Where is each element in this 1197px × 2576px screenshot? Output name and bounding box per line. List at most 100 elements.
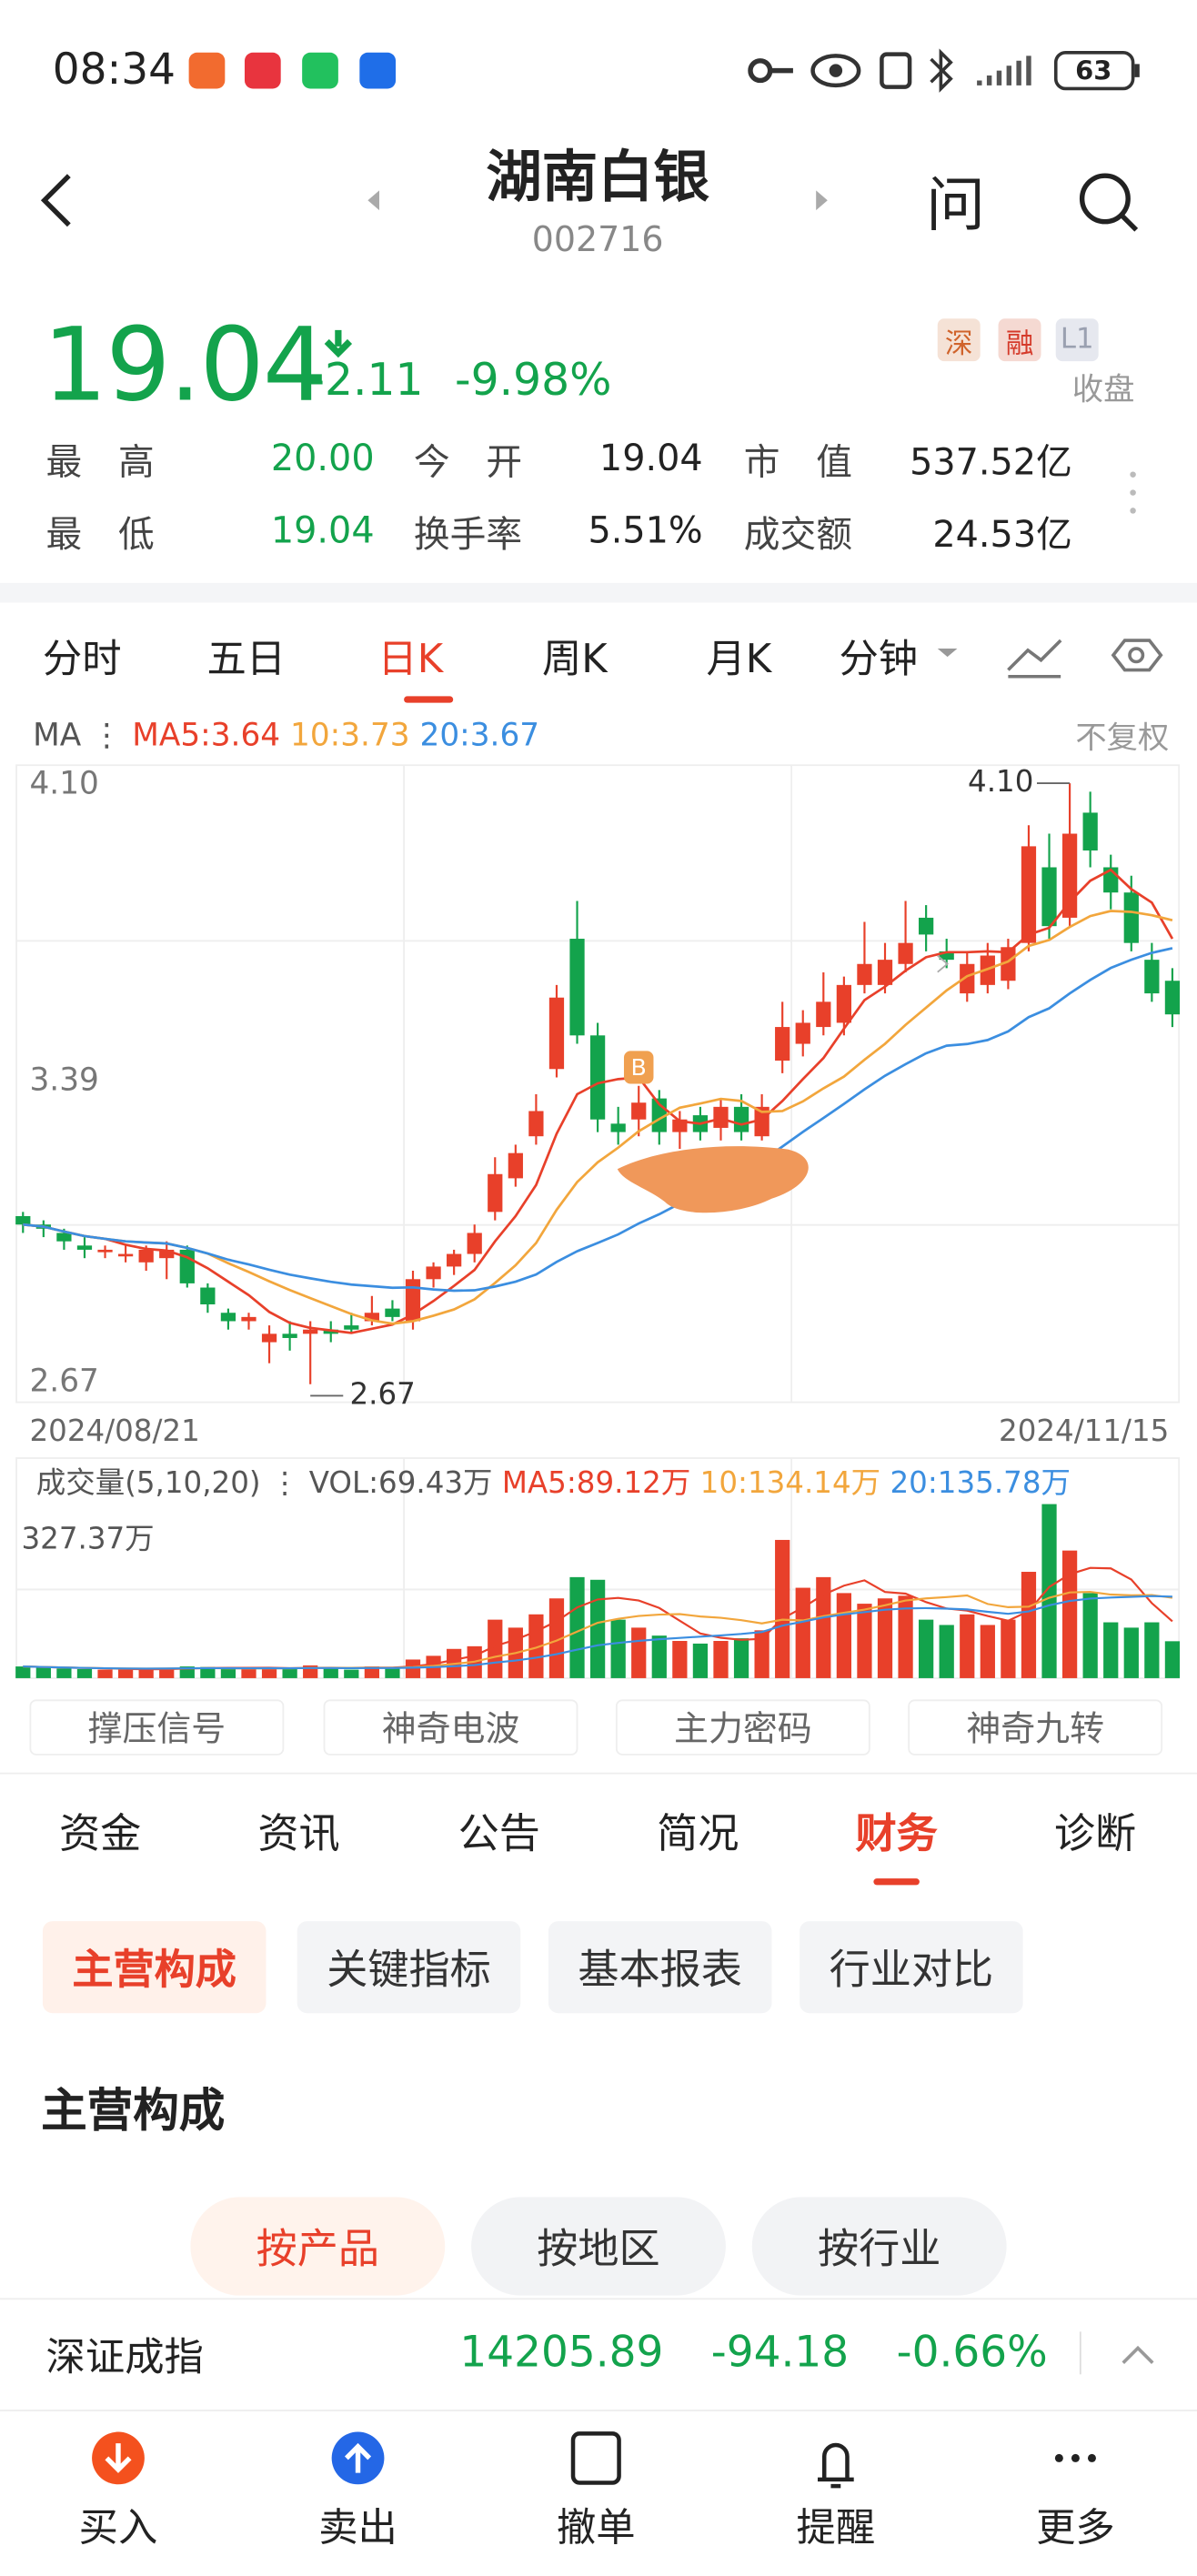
volume-bar <box>1103 1622 1119 1678</box>
back-icon[interactable] <box>40 174 71 227</box>
index-value: 14205.89 <box>459 2328 664 2378</box>
settings-icon[interactable] <box>1111 639 1163 672</box>
candle-body <box>261 1333 277 1343</box>
ma-label: MA ⋮ MA5:3.64 10:3.73 20:3.67 <box>33 717 540 754</box>
volume-bar <box>1164 1641 1181 1678</box>
cancel-icon[interactable] <box>570 2431 621 2485</box>
section-title: 主营构成 <box>41 2083 226 2138</box>
more-dots[interactable] <box>1130 489 1136 496</box>
tool-button[interactable]: 撑压信号 <box>29 1699 285 1756</box>
kline: 4.10 3.39 2.67 4.10 2.67 B <box>15 764 1181 1411</box>
period-tab[interactable]: 日K <box>377 636 444 683</box>
volume-bar <box>261 1667 277 1678</box>
dropdown <box>937 954 950 973</box>
volume-bar <box>1001 1619 1016 1678</box>
more-icon[interactable] <box>1087 2453 1096 2462</box>
index-change-pct: -0.66% <box>896 2328 1048 2378</box>
volume-bar <box>385 1668 400 1678</box>
tool-button[interactable]: 主力密码 <box>615 1699 870 1756</box>
settings-icon[interactable] <box>1128 647 1145 664</box>
y-tick-label: 4.10 <box>29 765 98 801</box>
eye-icon <box>829 64 843 77</box>
tool-button[interactable]: 神奇电波 <box>323 1699 578 1756</box>
volume-bar <box>15 1666 31 1678</box>
vol-ma10: 10:134.14万 <box>699 1466 881 1501</box>
kline-frame <box>15 764 1181 1404</box>
y-tick-label: 2.67 <box>29 1363 98 1399</box>
stat-value: 537.52亿 <box>910 443 1072 485</box>
ma20-line <box>23 947 1173 1293</box>
nav-item[interactable]: 更多 <box>1036 2504 1115 2551</box>
finance-tab[interactable]: 行业对比 <box>800 1921 1023 2014</box>
period-tab[interactable]: 周K <box>541 636 608 683</box>
next-icon[interactable] <box>816 190 828 211</box>
period-tab[interactable]: 五日 <box>206 636 287 683</box>
candle-body <box>323 1329 338 1334</box>
period-tab[interactable]: 分钟 <box>839 636 919 683</box>
dropdown-caret[interactable] <box>937 649 958 658</box>
more-icon[interactable] <box>1054 2453 1063 2462</box>
info-tab[interactable]: 财务 <box>855 1809 938 1857</box>
ask-button[interactable]: 问 <box>926 172 986 240</box>
index-change: -94.18 <box>710 2328 850 2378</box>
candle-body <box>488 1173 503 1213</box>
volume-bar <box>754 1630 770 1678</box>
info-tab[interactable]: 诊断 <box>1053 1809 1137 1857</box>
candle-body <box>877 960 893 985</box>
eye-icon <box>810 54 861 88</box>
info-tab[interactable]: 简况 <box>657 1809 739 1857</box>
volume-bar <box>610 1619 626 1678</box>
info-tab[interactable]: 资金 <box>58 1809 142 1857</box>
expand-icon[interactable] <box>1122 2345 1154 2364</box>
search-icon[interactable] <box>1079 173 1131 225</box>
more-dots[interactable] <box>1130 508 1136 514</box>
sell-icon[interactable] <box>344 2442 372 2473</box>
info-tab[interactable]: 公告 <box>458 1809 540 1857</box>
redaction-smudge <box>617 1146 809 1213</box>
volume-bar <box>56 1668 72 1678</box>
nav-item[interactable]: 提醒 <box>796 2504 876 2551</box>
breakdown-tab[interactable]: 按行业 <box>751 2197 1007 2296</box>
tool-button[interactable]: 神奇九转 <box>908 1699 1163 1756</box>
period-tab[interactable]: 分时 <box>42 636 122 683</box>
volume-bar <box>344 1669 359 1678</box>
stat-label: 最 高 <box>45 443 155 485</box>
ma-title: MA <box>33 717 82 754</box>
candle-body <box>1144 960 1160 994</box>
volume-max: 327.37万 <box>21 1522 155 1557</box>
candle-body <box>344 1325 359 1330</box>
adjust-mode[interactable]: 不复权 <box>1075 719 1170 757</box>
candle-body <box>775 1027 790 1062</box>
candle-body <box>795 1022 810 1044</box>
stock-name: 湖南白银 <box>486 145 709 211</box>
info-tab[interactable]: 资讯 <box>257 1809 340 1857</box>
volume-bar <box>1123 1627 1139 1678</box>
volume-bar <box>569 1576 585 1678</box>
finance-tab[interactable]: 主营构成 <box>42 1921 267 2014</box>
more-dots[interactable] <box>1130 471 1136 478</box>
y-tick-label: 3.39 <box>29 1062 98 1099</box>
nav-item[interactable]: 买入 <box>78 2504 158 2551</box>
finance-tab[interactable]: 关键指标 <box>297 1921 521 2014</box>
more-icon[interactable] <box>1071 2453 1080 2462</box>
volume-bar <box>733 1638 749 1678</box>
buy-marker <box>623 1051 654 1084</box>
volume-bar <box>97 1669 113 1678</box>
nav-item[interactable]: 撤单 <box>556 2504 636 2551</box>
breakdown-tab[interactable]: 按产品 <box>190 2197 446 2296</box>
candle-body <box>589 1035 606 1120</box>
stat-value: 5.51% <box>588 511 703 553</box>
draw-icon[interactable] <box>1007 639 1062 679</box>
search-icon[interactable] <box>1120 213 1139 232</box>
candle-body <box>385 1308 400 1317</box>
buy-icon[interactable] <box>105 2443 132 2473</box>
nav-item[interactable]: 卖出 <box>318 2504 397 2551</box>
period-tab[interactable]: 月K <box>706 636 772 683</box>
finance-tab[interactable]: 基本报表 <box>548 1921 772 2014</box>
down-arrow <box>324 329 353 358</box>
alert-icon[interactable] <box>817 2442 854 2489</box>
breakdown-tab[interactable]: 按地区 <box>471 2197 726 2296</box>
quote-tag: 融 <box>998 318 1041 362</box>
prev-icon[interactable] <box>367 190 380 211</box>
candle-body <box>1041 867 1057 927</box>
